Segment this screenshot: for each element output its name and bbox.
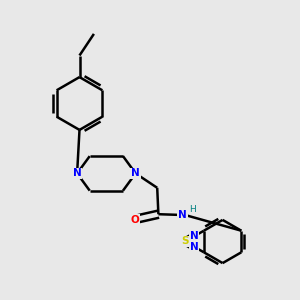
Text: H: H bbox=[189, 205, 195, 214]
Text: N: N bbox=[131, 168, 140, 178]
Text: O: O bbox=[130, 214, 139, 225]
Text: S: S bbox=[181, 236, 189, 247]
Text: N: N bbox=[190, 242, 198, 252]
Text: N: N bbox=[190, 231, 198, 241]
Text: N: N bbox=[73, 168, 82, 178]
Text: N: N bbox=[178, 209, 187, 220]
